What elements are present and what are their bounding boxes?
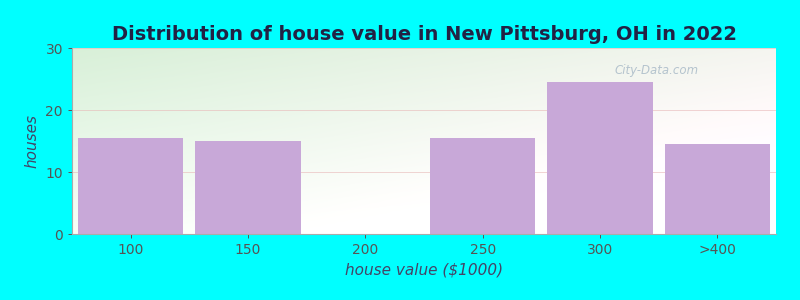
Bar <box>430 138 535 234</box>
X-axis label: house value ($1000): house value ($1000) <box>345 262 503 278</box>
Bar <box>195 141 301 234</box>
Bar <box>665 144 770 234</box>
Bar <box>547 82 653 234</box>
Title: Distribution of house value in New Pittsburg, OH in 2022: Distribution of house value in New Pitts… <box>111 25 737 44</box>
Text: City-Data.com: City-Data.com <box>614 64 698 77</box>
Y-axis label: houses: houses <box>25 114 40 168</box>
Bar <box>78 138 183 234</box>
